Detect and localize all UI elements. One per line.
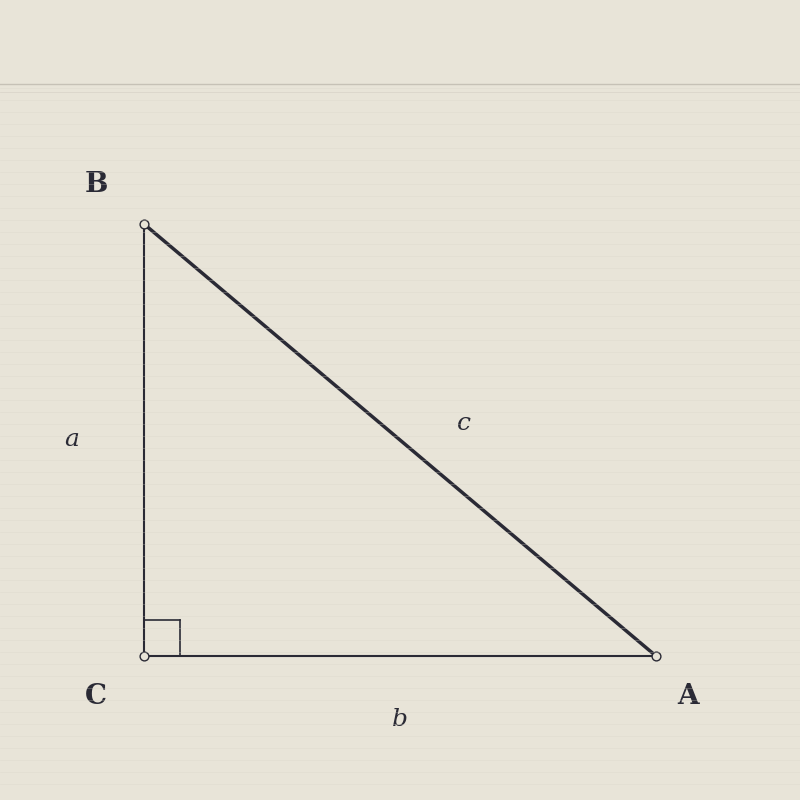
Text: B: B — [84, 170, 108, 198]
Text: c: c — [457, 413, 471, 435]
Text: b: b — [392, 709, 408, 731]
Point — [138, 218, 150, 230]
Text: C: C — [85, 682, 107, 710]
Point — [650, 650, 662, 662]
Point — [138, 650, 150, 662]
Text: a: a — [65, 429, 79, 451]
Text: A: A — [677, 682, 699, 710]
